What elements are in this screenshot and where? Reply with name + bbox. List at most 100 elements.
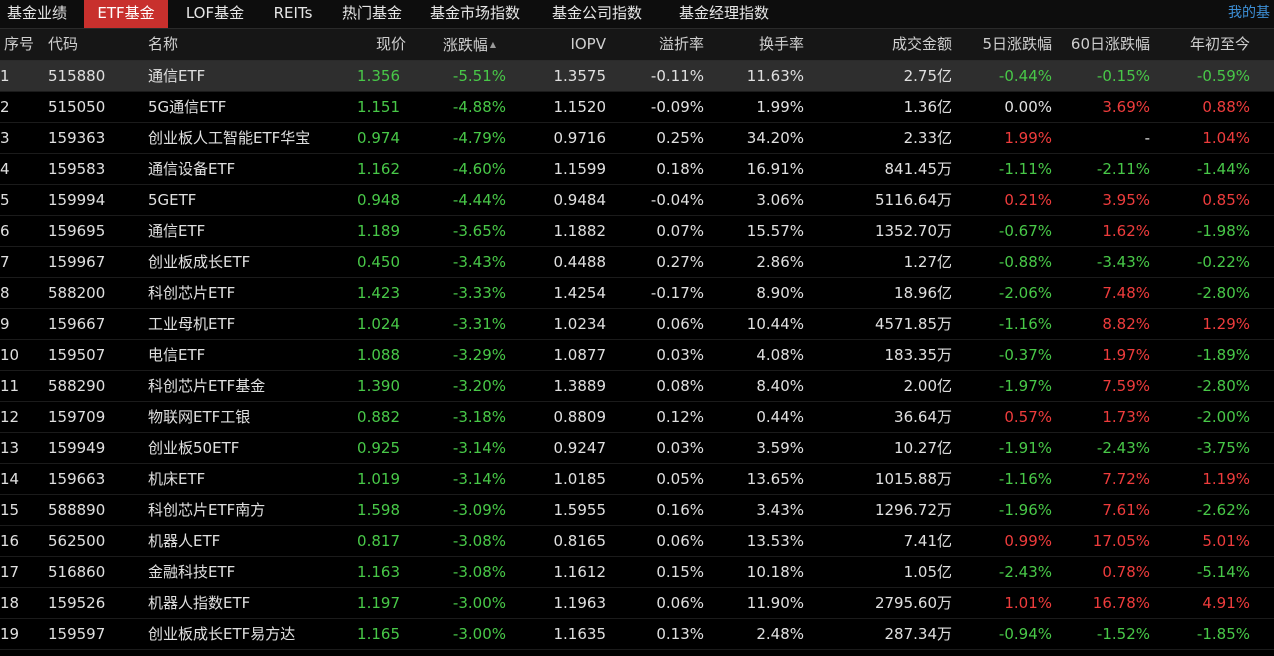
table-row[interactable]: 17 516860 金融科技ETF 1.163 -3.08% 1.1612 0.15% 10.… <box>0 557 1274 588</box>
cell-name: 通信ETF <box>148 222 206 240</box>
table-row[interactable]: 3 159363 创业板人工智能ETF华宝 0.974 -4.79% 0.9716 0.25… <box>0 123 1274 154</box>
col-header-name[interactable]: 名称 <box>148 35 179 53</box>
tab-hot-funds[interactable]: 热门基金 <box>341 4 402 22</box>
my-funds-link[interactable]: 我的基 <box>1228 5 1270 21</box>
cell-index: 18 <box>0 594 20 612</box>
cell-change: -3.20% <box>452 377 506 395</box>
table-row[interactable]: 14 159663 机床ETF 1.019 -3.14% 1.0185 0.05% 13.65… <box>0 464 1274 495</box>
cell-turnover: 8.40% <box>756 377 804 395</box>
cell-premium: 0.06% <box>656 315 704 333</box>
table-row[interactable]: 9 159667 工业母机ETF 1.024 -3.31% 1.0234 0.06% 10.4… <box>0 309 1274 340</box>
table-row[interactable]: 13 159949 创业板50ETF 0.925 -3.14% 0.9247 0.03% 3.… <box>0 433 1274 464</box>
cell-change: -3.08% <box>452 563 506 581</box>
cell-price: 1.165 <box>357 625 400 643</box>
table-row[interactable]: 7 159967 创业板成长ETF 0.450 -3.43% 0.4488 0.27% 2.8… <box>0 247 1274 278</box>
tab-fund-market-index[interactable]: 基金市场指数 <box>429 4 520 22</box>
cell-iopv: 1.3575 <box>553 67 607 85</box>
cell-ytd: -0.22% <box>1196 253 1250 271</box>
col-header-price[interactable]: 现价 <box>375 35 406 53</box>
cell-60d-change: 7.48% <box>1102 284 1150 302</box>
cell-5d-change: -1.11% <box>998 160 1052 178</box>
table-row[interactable]: 2 515050 5G通信ETF 1.151 -4.88% 1.1520 -0.09% 1.9… <box>0 92 1274 123</box>
table-row[interactable]: 5 159994 5GETF 0.948 -4.44% 0.9484 -0.04% 3.06%… <box>0 185 1274 216</box>
table-row[interactable]: 8 588200 科创芯片ETF 1.423 -3.33% 1.4254 -0.17% 8.9… <box>0 278 1274 309</box>
cell-5d-change: -1.16% <box>998 315 1052 333</box>
col-header-iopv[interactable]: IOPV <box>570 35 606 53</box>
cell-iopv: 0.8165 <box>553 532 607 550</box>
tab-fund-performance[interactable]: 基金业绩 <box>6 4 67 22</box>
cell-premium: -0.04% <box>650 191 704 209</box>
cell-name: 5GETF <box>148 191 197 209</box>
cell-premium: -0.09% <box>650 98 704 116</box>
cell-index: 4 <box>0 160 10 178</box>
cell-change: -3.29% <box>452 346 506 364</box>
cell-premium: 0.03% <box>656 346 704 364</box>
col-header-premium[interactable]: 溢折率 <box>658 35 704 53</box>
cell-5d-change: -0.37% <box>998 346 1052 364</box>
col-header-60d-change[interactable]: 60日涨跌幅 <box>1070 35 1150 53</box>
cell-ytd: 1.19% <box>1202 470 1250 488</box>
cell-change: -4.44% <box>452 191 506 209</box>
cell-iopv: 1.4254 <box>553 284 607 302</box>
cell-code: 159709 <box>48 408 106 426</box>
cell-turnover: 4.08% <box>756 346 804 364</box>
col-header-ytd[interactable]: 年初至今 <box>1189 35 1250 53</box>
cell-iopv: 1.3889 <box>553 377 607 395</box>
tab-etf-funds[interactable]: ETF基金 <box>84 0 168 28</box>
cell-iopv: 0.9247 <box>553 439 607 457</box>
table-row[interactable]: 16 562500 机器人ETF 0.817 -3.08% 0.8165 0.06% 13.5… <box>0 526 1274 557</box>
table-row[interactable]: 6 159695 通信ETF 1.189 -3.65% 1.1882 0.07% 15.57%… <box>0 216 1274 247</box>
tab-reits[interactable]: REITs <box>273 4 313 22</box>
cell-change: -3.00% <box>452 625 506 643</box>
table-row[interactable]: 4 159583 通信设备ETF 1.162 -4.60% 1.1599 0.18% 16.9… <box>0 154 1274 185</box>
table-row[interactable]: 10 159507 电信ETF 1.088 -3.29% 1.0877 0.03% 4.08%… <box>0 340 1274 371</box>
cell-amount: 183.35万 <box>884 346 953 364</box>
cell-index: 9 <box>0 315 10 333</box>
cell-60d-change: 7.72% <box>1102 470 1150 488</box>
cell-amount: 2.75亿 <box>903 67 952 85</box>
cell-5d-change: -2.43% <box>998 563 1052 581</box>
tab-lof-funds[interactable]: LOF基金 <box>185 4 245 22</box>
fund-table-body: 1 515880 通信ETF 1.356 -5.51% 1.3575 -0.11% 11.63… <box>0 61 1274 650</box>
cell-amount: 841.45万 <box>884 160 953 178</box>
cell-change: -3.43% <box>452 253 506 271</box>
cell-60d-change: -2.11% <box>1096 160 1150 178</box>
cell-change: -3.18% <box>452 408 506 426</box>
table-row[interactable]: 1 515880 通信ETF 1.356 -5.51% 1.3575 -0.11% 11.63… <box>0 61 1274 92</box>
cell-turnover: 1.99% <box>756 98 804 116</box>
cell-premium: 0.08% <box>656 377 704 395</box>
cell-turnover: 2.86% <box>756 253 804 271</box>
table-row[interactable]: 18 159526 机器人指数ETF 1.197 -3.00% 1.1963 0.06% 11… <box>0 588 1274 619</box>
cell-index: 5 <box>0 191 10 209</box>
cell-amount: 2.00亿 <box>903 377 952 395</box>
cell-price: 1.423 <box>357 284 400 302</box>
cell-name: 电信ETF <box>148 346 206 364</box>
tab-fund-company-index[interactable]: 基金公司指数 <box>551 4 642 22</box>
cell-change: -4.79% <box>452 129 506 147</box>
cell-index: 19 <box>0 625 20 643</box>
cell-60d-change: 8.82% <box>1102 315 1150 333</box>
cell-turnover: 3.59% <box>756 439 804 457</box>
col-header-amount[interactable]: 成交金额 <box>891 35 952 53</box>
cell-index: 3 <box>0 129 10 147</box>
cell-code: 159507 <box>48 346 106 364</box>
col-header-code[interactable]: 代码 <box>48 35 79 53</box>
cell-index: 7 <box>0 253 10 271</box>
table-row[interactable]: 12 159709 物联网ETF工银 0.882 -3.18% 0.8809 0.12% 0.… <box>0 402 1274 433</box>
cell-price: 0.925 <box>357 439 400 457</box>
table-row[interactable]: 11 588290 科创芯片ETF基金 1.390 -3.20% 1.3889 0.08% 8… <box>0 371 1274 402</box>
tab-fund-manager-index[interactable]: 基金经理指数 <box>678 4 769 22</box>
table-row[interactable]: 15 588890 科创芯片ETF南方 1.598 -3.09% 1.5955 0.16% 3… <box>0 495 1274 526</box>
cell-premium: 0.25% <box>656 129 704 147</box>
cell-code: 159695 <box>48 222 106 240</box>
cell-60d-change: 16.78% <box>1092 594 1150 612</box>
col-header-turnover[interactable]: 换手率 <box>758 35 804 53</box>
cell-price: 0.817 <box>357 532 400 550</box>
cell-price: 1.024 <box>357 315 400 333</box>
col-header-change[interactable]: 涨跌幅 ▲ <box>430 29 496 60</box>
table-row[interactable]: 19 159597 创业板成长ETF易方达 1.165 -3.00% 1.1635 0.13… <box>0 619 1274 650</box>
cell-change: -3.33% <box>452 284 506 302</box>
cell-60d-change: 17.05% <box>1092 532 1150 550</box>
col-header-5d-change[interactable]: 5日涨跌幅 <box>982 35 1052 53</box>
col-header-index[interactable]: 序号 <box>4 35 35 53</box>
